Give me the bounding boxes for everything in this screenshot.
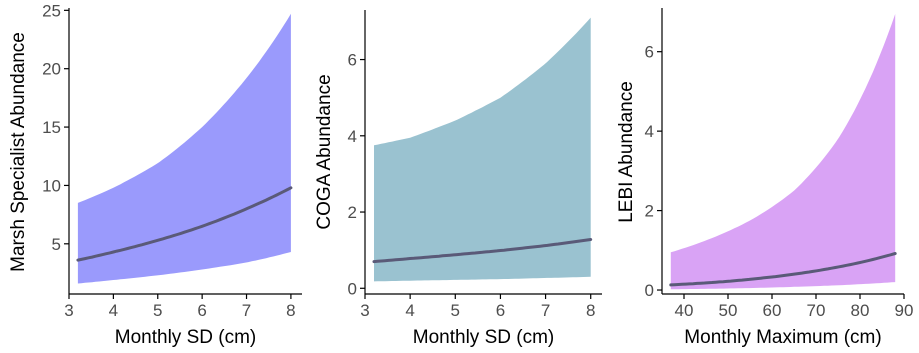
panel-3: 0 2 4 6 40 50 60 70 80 90 Monthly Maximum (cm) LEBI… xyxy=(616,8,913,348)
y-tick-label: 0 xyxy=(348,279,357,298)
y-tick-label: 2 xyxy=(645,202,654,221)
x-axis-title: Monthly SD (cm) xyxy=(413,327,554,348)
confidence-band xyxy=(670,14,896,290)
x-tick-label: 80 xyxy=(851,301,870,320)
y-tick-label: 5 xyxy=(52,235,61,254)
x-axis-title: Monthly SD (cm) xyxy=(115,327,256,348)
x-tick-label: 7 xyxy=(242,301,251,320)
y-tick-label: 2 xyxy=(348,203,357,222)
x-tick-label: 4 xyxy=(405,301,414,320)
fit-line xyxy=(76,186,293,262)
x-tick-label: 4 xyxy=(109,301,118,320)
fit-line xyxy=(669,252,897,287)
x-tick-label: 8 xyxy=(586,301,595,320)
x-tick-label: 5 xyxy=(451,301,460,320)
y-tick-label: 0 xyxy=(645,281,654,300)
y-tick-label: 6 xyxy=(645,43,654,62)
fit-line xyxy=(372,238,593,264)
x-tick-label: 6 xyxy=(496,301,505,320)
x-tick-label: 90 xyxy=(895,301,914,320)
confidence-band xyxy=(77,13,291,284)
x-tick-label: 8 xyxy=(286,301,295,320)
x-tick-label: 70 xyxy=(807,301,826,320)
x-tick-label: 6 xyxy=(197,301,206,320)
y-axis-title: LEBI Abundance xyxy=(616,81,637,223)
y-tick-label: 4 xyxy=(645,122,654,141)
x-axis-title: Monthly Maximum (cm) xyxy=(684,327,881,348)
x-tick-label: 60 xyxy=(763,301,782,320)
panel-1: 5 10 15 20 25 3 4 5 6 7 8 Monthly SD (cm) Marsh Spec… xyxy=(8,1,302,348)
confidence-band xyxy=(374,17,591,282)
y-tick-label: 15 xyxy=(42,118,61,137)
y-axis-title: Marsh Specialist Abundance xyxy=(8,32,29,272)
y-tick-label: 20 xyxy=(42,60,61,79)
y-axis-title: COGA Abundance xyxy=(314,74,335,229)
y-tick-label: 6 xyxy=(348,51,357,70)
panel-2: 0 2 4 6 3 4 5 6 7 8 Monthly SD (cm) COGA Abundance xyxy=(314,10,602,348)
x-tick-label: 7 xyxy=(541,301,550,320)
x-tick-label: 5 xyxy=(153,301,162,320)
y-tick-label: 25 xyxy=(42,1,61,20)
x-tick-label: 40 xyxy=(675,301,694,320)
y-tick-label: 10 xyxy=(42,176,61,195)
x-tick-label: 3 xyxy=(360,301,369,320)
x-tick-label: 3 xyxy=(64,301,73,320)
y-tick-label: 4 xyxy=(348,127,357,146)
x-tick-label: 50 xyxy=(719,301,738,320)
